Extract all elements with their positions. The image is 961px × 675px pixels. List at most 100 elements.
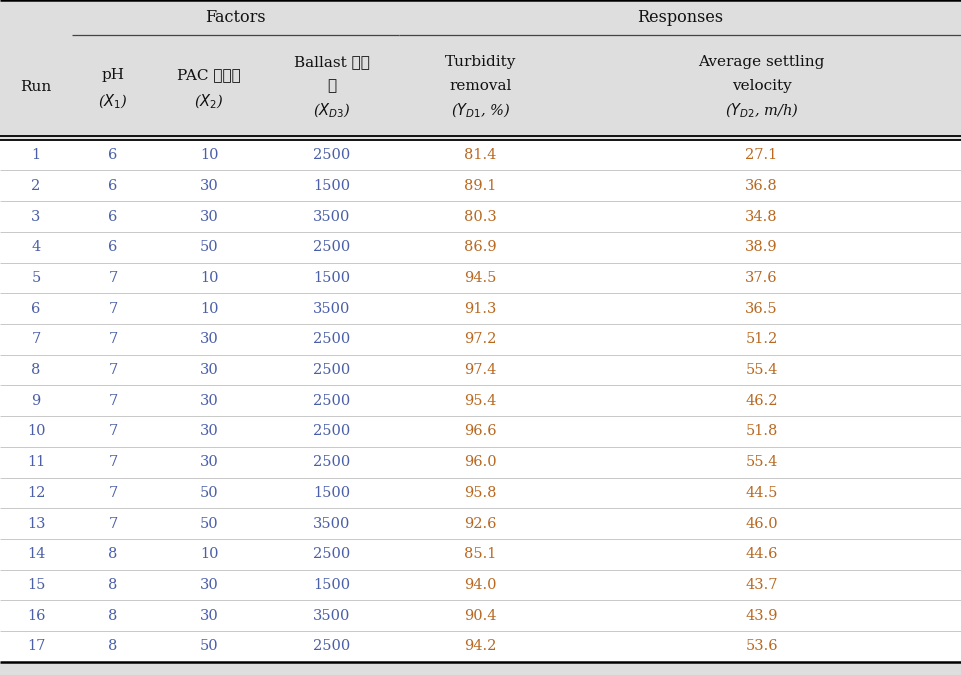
Text: 3500: 3500 bbox=[313, 609, 350, 623]
Text: 55.4: 55.4 bbox=[746, 363, 777, 377]
Text: 97.4: 97.4 bbox=[464, 363, 497, 377]
Text: 86.9: 86.9 bbox=[464, 240, 497, 254]
Text: 2500: 2500 bbox=[313, 455, 350, 469]
Text: Responses: Responses bbox=[637, 9, 723, 26]
Text: 38.9: 38.9 bbox=[746, 240, 777, 254]
Text: Ballast 사용: Ballast 사용 bbox=[294, 55, 369, 69]
Text: 8: 8 bbox=[109, 547, 117, 562]
Text: 6: 6 bbox=[109, 148, 117, 162]
Text: 2500: 2500 bbox=[313, 639, 350, 653]
Text: 37.6: 37.6 bbox=[746, 271, 777, 285]
Text: 1500: 1500 bbox=[313, 578, 350, 592]
Text: 50: 50 bbox=[200, 639, 218, 653]
Text: Run: Run bbox=[20, 80, 52, 95]
Text: 2500: 2500 bbox=[313, 547, 350, 562]
Text: PAC 사용량: PAC 사용량 bbox=[177, 68, 241, 82]
Text: 1500: 1500 bbox=[313, 486, 350, 500]
Text: 15: 15 bbox=[27, 578, 45, 592]
Text: 1500: 1500 bbox=[313, 179, 350, 193]
Text: 94.2: 94.2 bbox=[464, 639, 497, 653]
Text: 81.4: 81.4 bbox=[464, 148, 497, 162]
Text: 2500: 2500 bbox=[313, 363, 350, 377]
Text: 7: 7 bbox=[109, 302, 117, 316]
Text: 44.6: 44.6 bbox=[746, 547, 777, 562]
Text: 43.9: 43.9 bbox=[746, 609, 777, 623]
Text: 92.6: 92.6 bbox=[464, 516, 497, 531]
Text: 27.1: 27.1 bbox=[746, 148, 777, 162]
Text: 6: 6 bbox=[109, 179, 117, 193]
Text: 7: 7 bbox=[109, 271, 117, 285]
Text: 95.4: 95.4 bbox=[464, 394, 497, 408]
Text: ($Y_{D2}$, m/h): ($Y_{D2}$, m/h) bbox=[725, 101, 799, 119]
Text: 8: 8 bbox=[109, 639, 117, 653]
Text: 7: 7 bbox=[109, 394, 117, 408]
Text: 량: 량 bbox=[327, 79, 336, 93]
Text: 30: 30 bbox=[200, 609, 218, 623]
Bar bbox=[0, 0, 961, 140]
Text: 7: 7 bbox=[109, 363, 117, 377]
Text: 30: 30 bbox=[200, 179, 218, 193]
Text: 30: 30 bbox=[200, 455, 218, 469]
Text: 30: 30 bbox=[200, 425, 218, 439]
Text: ($X_2$): ($X_2$) bbox=[194, 93, 224, 111]
Text: 30: 30 bbox=[200, 363, 218, 377]
Bar bbox=[0, 140, 961, 662]
Text: 17: 17 bbox=[27, 639, 45, 653]
Text: ($X_{D3}$): ($X_{D3}$) bbox=[312, 101, 351, 119]
Text: 5: 5 bbox=[32, 271, 40, 285]
Text: 8: 8 bbox=[109, 578, 117, 592]
Text: 55.4: 55.4 bbox=[746, 455, 777, 469]
Text: 2500: 2500 bbox=[313, 332, 350, 346]
Text: 4: 4 bbox=[32, 240, 40, 254]
Text: 2500: 2500 bbox=[313, 240, 350, 254]
Text: 6: 6 bbox=[109, 240, 117, 254]
Text: 43.7: 43.7 bbox=[746, 578, 777, 592]
Text: 50: 50 bbox=[200, 516, 218, 531]
Text: 14: 14 bbox=[27, 547, 45, 562]
Text: 9: 9 bbox=[32, 394, 40, 408]
Text: 53.6: 53.6 bbox=[746, 639, 777, 653]
Text: 95.8: 95.8 bbox=[464, 486, 497, 500]
Text: 46.2: 46.2 bbox=[746, 394, 777, 408]
Text: 96.6: 96.6 bbox=[464, 425, 497, 439]
Text: 50: 50 bbox=[200, 240, 218, 254]
Text: 6: 6 bbox=[32, 302, 40, 316]
Text: 3500: 3500 bbox=[313, 516, 350, 531]
Text: Turbidity: Turbidity bbox=[445, 55, 516, 69]
Text: ($X_1$): ($X_1$) bbox=[98, 93, 128, 111]
Text: 94.0: 94.0 bbox=[464, 578, 497, 592]
Text: pH: pH bbox=[102, 68, 124, 82]
Text: 2500: 2500 bbox=[313, 425, 350, 439]
Text: Factors: Factors bbox=[205, 9, 266, 26]
Text: 1: 1 bbox=[32, 148, 40, 162]
Text: 2: 2 bbox=[32, 179, 40, 193]
Text: 13: 13 bbox=[27, 516, 45, 531]
Text: 51.8: 51.8 bbox=[746, 425, 777, 439]
Text: velocity: velocity bbox=[731, 79, 792, 93]
Text: 7: 7 bbox=[109, 516, 117, 531]
Text: removal: removal bbox=[450, 79, 511, 93]
Text: 85.1: 85.1 bbox=[464, 547, 497, 562]
Text: 10: 10 bbox=[200, 148, 218, 162]
Text: 6: 6 bbox=[109, 209, 117, 223]
Text: 89.1: 89.1 bbox=[464, 179, 497, 193]
Text: 91.3: 91.3 bbox=[464, 302, 497, 316]
Text: 94.5: 94.5 bbox=[464, 271, 497, 285]
Text: 8: 8 bbox=[109, 609, 117, 623]
Text: 1500: 1500 bbox=[313, 271, 350, 285]
Text: 16: 16 bbox=[27, 609, 45, 623]
Text: 7: 7 bbox=[32, 332, 40, 346]
Text: 30: 30 bbox=[200, 209, 218, 223]
Text: 12: 12 bbox=[27, 486, 45, 500]
Text: 3500: 3500 bbox=[313, 209, 350, 223]
Text: 2500: 2500 bbox=[313, 148, 350, 162]
Text: 36.5: 36.5 bbox=[746, 302, 777, 316]
Text: 8: 8 bbox=[32, 363, 40, 377]
Text: 30: 30 bbox=[200, 578, 218, 592]
Text: 10: 10 bbox=[200, 302, 218, 316]
Text: 80.3: 80.3 bbox=[464, 209, 497, 223]
Text: 2500: 2500 bbox=[313, 394, 350, 408]
Text: 34.8: 34.8 bbox=[746, 209, 777, 223]
Text: 46.0: 46.0 bbox=[746, 516, 777, 531]
Text: 96.0: 96.0 bbox=[464, 455, 497, 469]
